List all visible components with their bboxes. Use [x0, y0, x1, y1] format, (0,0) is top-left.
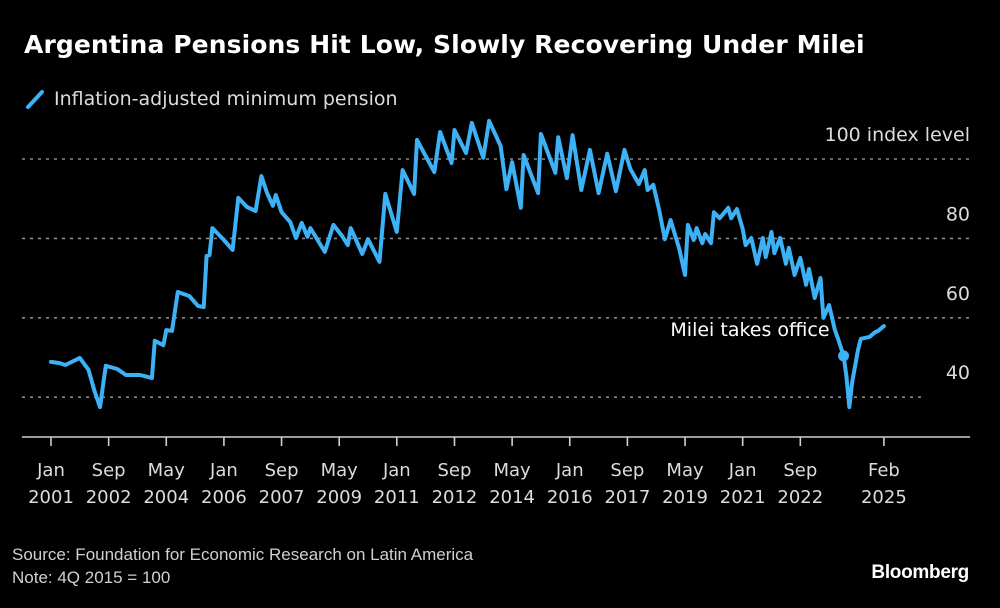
x-tick-label-month: Sep: [783, 460, 817, 481]
x-tick-label-year: 2017: [604, 487, 650, 508]
x-tick-label-year: 2011: [374, 487, 420, 508]
annotation-label: Milei takes office: [670, 319, 829, 341]
x-tick-label-month: Jan: [555, 460, 584, 481]
x-tick-label-month: May: [148, 460, 186, 481]
x-tick-label-month: Jan: [728, 460, 757, 481]
x-tick-label-month: Feb: [868, 460, 900, 481]
x-tick-label-month: May: [321, 460, 359, 481]
x-tick-label-year: 2019: [662, 487, 708, 508]
x-tick-label-month: Sep: [92, 460, 126, 481]
bloomberg-logo: Bloomberg: [871, 562, 969, 583]
x-tick-label-year: 2021: [720, 487, 766, 508]
x-tick-label-month: Sep: [610, 460, 644, 481]
x-tick-label-month: Jan: [382, 460, 411, 481]
y-axis-labels: 100 index level 80 60 40: [824, 124, 970, 384]
annotations: Milei takes office: [670, 319, 850, 362]
x-axis-ticks: Jan 2001 Sep 2002 May 2004 Jan 2006 Sep 2007 May 20…: [28, 437, 907, 508]
gridlines: [22, 158, 970, 399]
x-tick-label-year: 2012: [432, 487, 478, 508]
x-tick-label-year: 2022: [777, 487, 823, 508]
x-tick-label-year: 2006: [201, 487, 247, 508]
x-tick-label-year: 2009: [316, 487, 362, 508]
note-text: Note: 4Q 2015 = 100: [12, 568, 171, 587]
legend-line-icon: [26, 90, 44, 109]
x-tick-label-year: 2001: [28, 487, 74, 508]
x-tick-label-month: Sep: [265, 460, 299, 481]
legend: Inflation-adjusted minimum pension: [24, 88, 398, 110]
source-note: Source: Foundation for Economic Research…: [12, 543, 473, 589]
x-tick-label-year: 2025: [861, 487, 907, 508]
chart-title: Argentina Pensions Hit Low, Slowly Recov…: [24, 30, 865, 59]
legend-label: Inflation-adjusted minimum pension: [54, 88, 398, 110]
x-tick-label-month: Jan: [36, 460, 65, 481]
x-tick-label-year: 2016: [547, 487, 593, 508]
series-line-pension: [49, 118, 886, 410]
x-tick-label-month: May: [494, 460, 532, 481]
x-tick-label-year: 2002: [86, 487, 132, 508]
x-tick-label-month: Sep: [438, 460, 472, 481]
source-text: Source: Foundation for Economic Research…: [12, 545, 474, 564]
x-tick-label-month: May: [666, 460, 704, 481]
x-tick-label-year: 2014: [489, 487, 535, 508]
y-tick-label-100: 100 index level: [824, 124, 970, 146]
y-tick-label-40: 40: [946, 362, 970, 384]
y-tick-label-80: 80: [946, 203, 970, 225]
x-tick-label-year: 2007: [259, 487, 305, 508]
x-tick-label-year: 2004: [143, 487, 189, 508]
y-tick-label-60: 60: [946, 283, 970, 305]
milei-marker-dot: [838, 350, 850, 362]
x-tick-label-month: Jan: [209, 460, 238, 481]
